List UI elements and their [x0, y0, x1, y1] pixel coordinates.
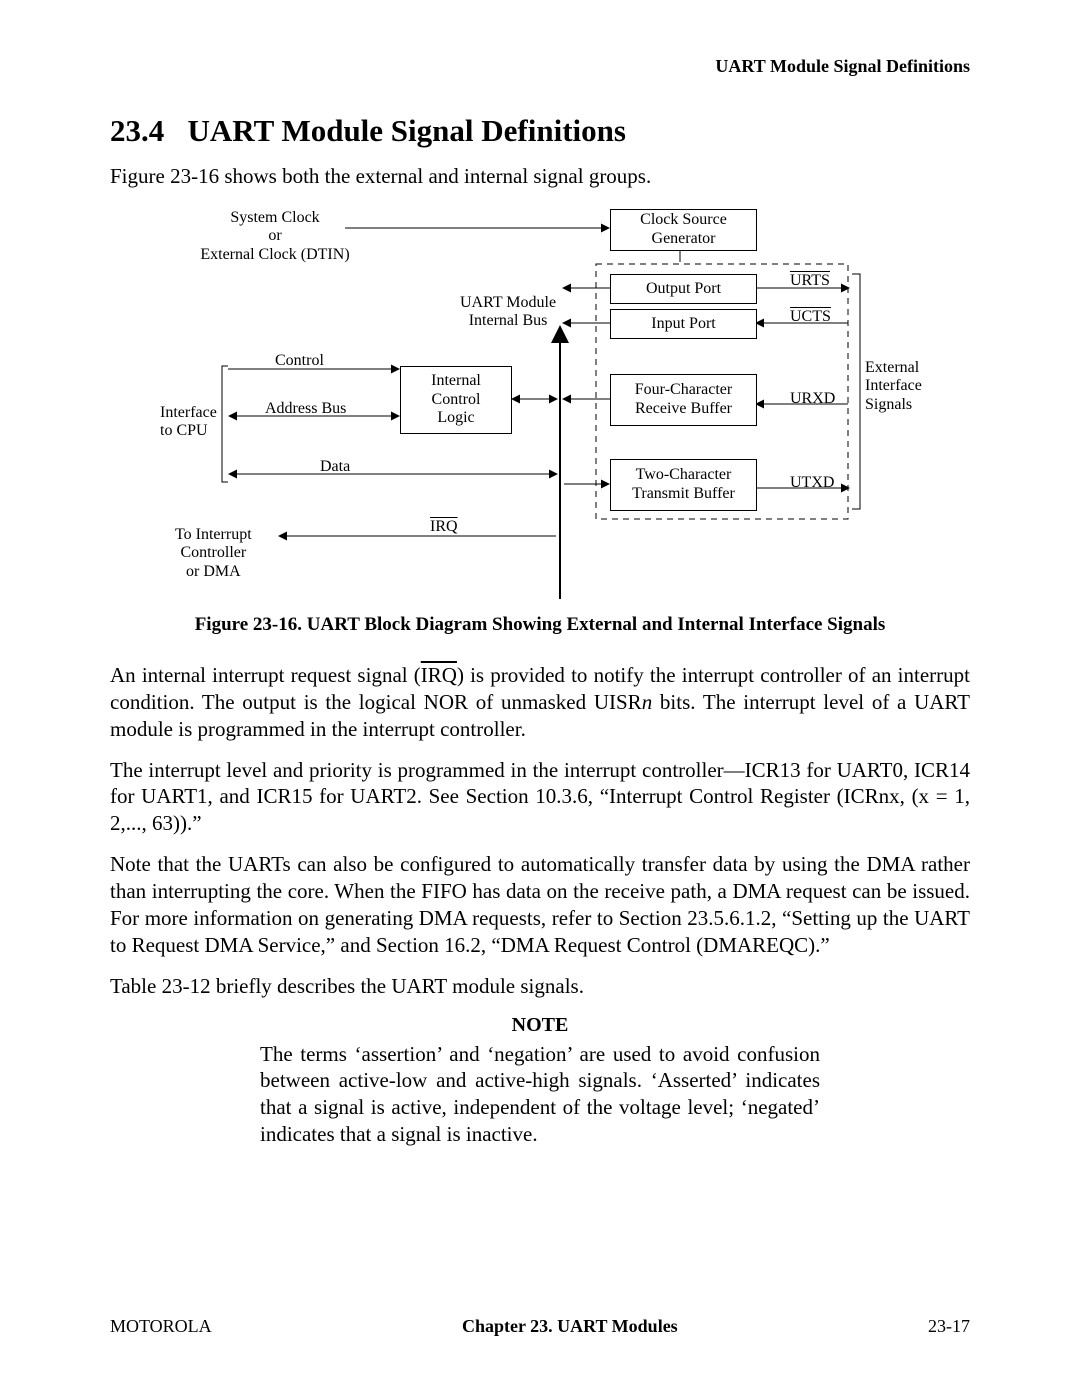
label: Controller [180, 544, 246, 561]
footer-left: MOTOROLA [110, 1316, 212, 1337]
label-system-clock: System Clock or External Clock (DTIN) [195, 209, 355, 264]
label-control: Control [275, 352, 324, 370]
label-address-bus: Address Bus [265, 400, 346, 418]
paragraph-dma: Note that the UARTs can also be configur… [110, 851, 970, 959]
label-urxd: URXD [790, 390, 835, 408]
label: or DMA [186, 563, 241, 580]
label-external-signals: External Interface Signals [865, 359, 922, 414]
intro-sentence: Figure 23-16 shows both the external and… [110, 163, 970, 190]
label-ucts: UCTS [790, 308, 831, 326]
label-urts: URTS [790, 272, 830, 290]
label: UART Module [460, 294, 556, 311]
label: Control [432, 391, 481, 409]
paragraph-irq: An internal interrupt request signal (IR… [110, 662, 970, 743]
box-two-char-buffer: Two-Character Transmit Buffer [610, 459, 757, 511]
label-interface-to-cpu: Interface to CPU [160, 404, 217, 441]
footer-center: Chapter 23. UART Modules [462, 1316, 678, 1337]
section-number: 23.4 [110, 113, 164, 148]
label: Logic [437, 409, 474, 427]
label: Clock Source [640, 211, 727, 229]
box-four-char-buffer: Four-Character Receive Buffer [610, 374, 757, 426]
box-output-port: Output Port [610, 274, 757, 304]
running-head: UART Module Signal Definitions [110, 56, 970, 77]
label: or [268, 227, 281, 244]
label: External Clock (DTIN) [200, 246, 349, 263]
label: Interface [865, 377, 922, 394]
label: System Clock [230, 209, 319, 226]
box-clock-source: Clock Source Generator [610, 209, 757, 251]
figure-block-diagram: Clock Source Generator Output Port Input… [150, 204, 930, 604]
label: to CPU [160, 422, 208, 439]
label: Receive Buffer [635, 400, 732, 418]
label-uart-internal-bus: UART Module Internal Bus [460, 294, 556, 331]
irq-overline: IRQ [421, 663, 457, 687]
box-input-port: Input Port [610, 309, 757, 339]
label-irq: IRQ [430, 518, 458, 536]
label: Internal [431, 372, 481, 390]
label: External [865, 359, 919, 376]
note-block: NOTE The terms ‘assertion’ and ‘negation… [260, 1014, 820, 1149]
label: Transmit Buffer [632, 485, 735, 503]
section-title: 23.4 UART Module Signal Definitions [110, 113, 970, 149]
label-data: Data [320, 458, 350, 476]
label-utxd: UTXD [790, 474, 834, 492]
page-footer: MOTOROLA Chapter 23. UART Modules 23-17 [110, 1316, 970, 1337]
label: Interface [160, 404, 217, 421]
label-to-interrupt: To Interrupt Controller or DMA [175, 526, 252, 581]
text: An internal interrupt request signal ( [110, 663, 421, 687]
label: Signals [865, 396, 912, 413]
paragraph-icr: The interrupt level and priority is prog… [110, 757, 970, 838]
label: Generator [652, 230, 716, 248]
label: Input Port [651, 315, 715, 333]
label: Output Port [646, 280, 721, 298]
paragraph-table-ref: Table 23-12 briefly describes the UART m… [110, 973, 970, 1000]
figure-caption: Figure 23-16. UART Block Diagram Showing… [110, 614, 970, 636]
note-body: The terms ‘assertion’ and ‘negation’ are… [260, 1041, 820, 1149]
label: Internal Bus [469, 312, 548, 329]
footer-right: 23-17 [928, 1316, 970, 1337]
label: To Interrupt [175, 526, 252, 543]
label: Four-Character [635, 381, 732, 399]
label: Two-Character [636, 466, 732, 484]
section-heading-text: UART Module Signal Definitions [188, 113, 626, 148]
note-heading: NOTE [260, 1014, 820, 1037]
page: UART Module Signal Definitions 23.4 UART… [0, 0, 1080, 1397]
italic-n: n [642, 690, 653, 714]
box-internal-control-logic: Internal Control Logic [400, 366, 512, 434]
